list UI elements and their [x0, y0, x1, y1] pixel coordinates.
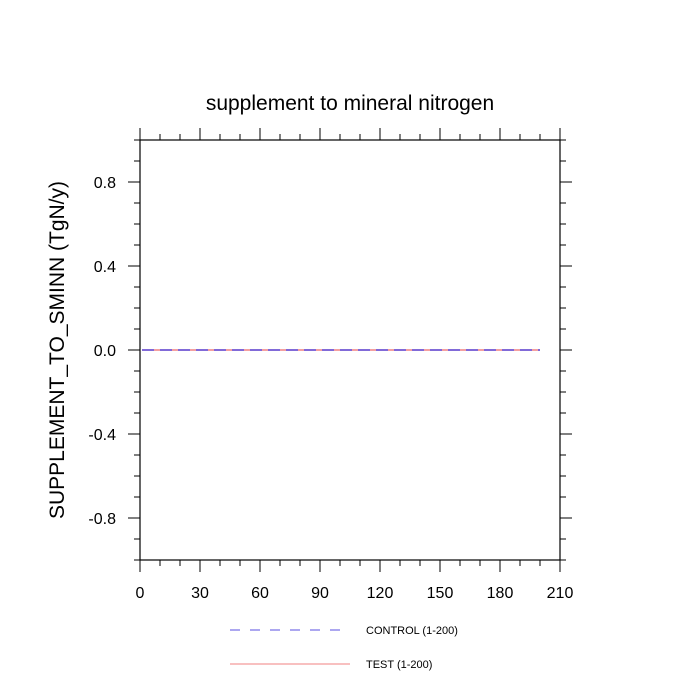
chart-title: supplement to mineral nitrogen [206, 92, 494, 115]
x-tick-label: 30 [191, 585, 209, 602]
x-tick-label: 180 [487, 585, 514, 602]
y-tick-label: 0.0 [94, 343, 116, 360]
x-tick-label: 90 [311, 585, 329, 602]
y-axis-label: SUPPLEMENT_TO_SMINN (TgN/y) [46, 181, 69, 519]
y-tick-label: -0.4 [88, 427, 116, 444]
x-tick-label: 0 [136, 585, 145, 602]
x-tick-label: 120 [367, 585, 394, 602]
y-tick-label: -0.8 [88, 511, 116, 528]
x-tick-label: 210 [547, 585, 574, 602]
legend-label-test: TEST (1-200) [366, 659, 432, 671]
legend-label-control: CONTROL (1-200) [366, 625, 458, 637]
x-tick-label: 150 [427, 585, 454, 602]
legend: CONTROL (1-200) TEST (1-200) [230, 625, 458, 671]
y-tick-label: 0.8 [94, 175, 116, 192]
y-tick-label: 0.4 [94, 259, 116, 276]
x-tick-label: 60 [251, 585, 269, 602]
plot-area: 0 30 60 90 120 150 180 210 -0.8 -0.4 0.0 0.4 0.8 [88, 128, 573, 602]
